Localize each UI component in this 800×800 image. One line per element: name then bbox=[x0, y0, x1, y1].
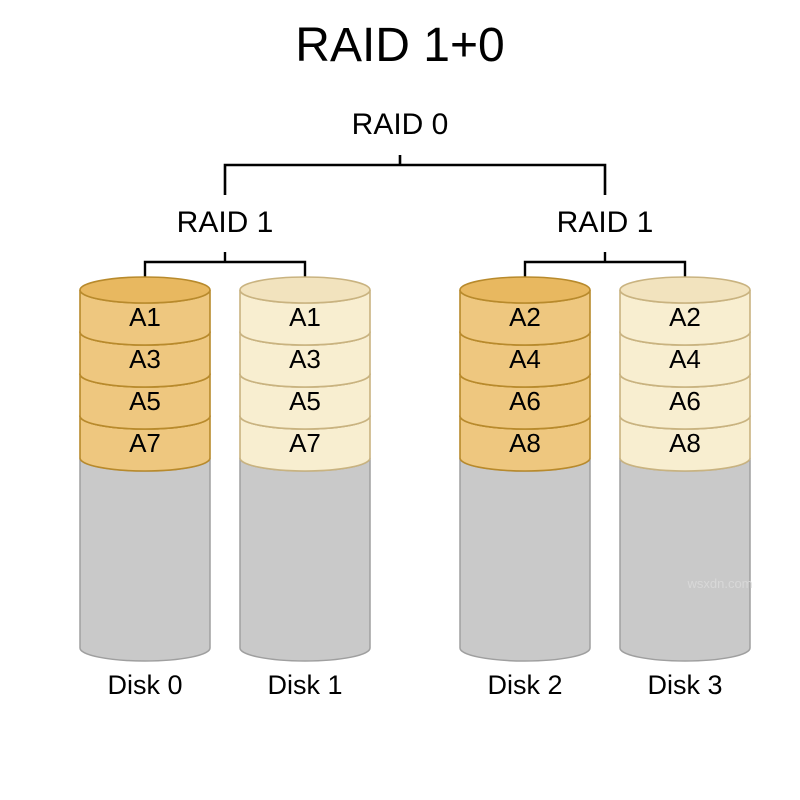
disk-name: Disk 0 bbox=[107, 670, 182, 701]
disk-block-top bbox=[620, 277, 750, 303]
disk-name: Disk 1 bbox=[267, 670, 342, 701]
block-label: A7 bbox=[129, 428, 161, 459]
block-label: A8 bbox=[509, 428, 541, 459]
raid1-label: RAID 1 bbox=[177, 206, 274, 240]
raid0-label: RAID 0 bbox=[352, 108, 449, 142]
block-label: A2 bbox=[509, 302, 541, 333]
block-label: A4 bbox=[509, 344, 541, 375]
disk-block-top bbox=[460, 277, 590, 303]
diagram-title: RAID 1+0 bbox=[295, 18, 504, 73]
disk-body bbox=[620, 458, 750, 661]
disk-body bbox=[80, 458, 210, 661]
raid0-bracket bbox=[225, 155, 605, 195]
watermark: wsxdn.com bbox=[687, 576, 752, 591]
block-label: A1 bbox=[129, 302, 161, 333]
disk-name: Disk 2 bbox=[487, 670, 562, 701]
block-label: A6 bbox=[509, 386, 541, 417]
block-label: A6 bbox=[669, 386, 701, 417]
disk-block-top bbox=[80, 277, 210, 303]
disk-block-top bbox=[240, 277, 370, 303]
disk-body bbox=[460, 458, 590, 661]
block-label: A4 bbox=[669, 344, 701, 375]
block-label: A2 bbox=[669, 302, 701, 333]
block-label: A5 bbox=[289, 386, 321, 417]
disk-name: Disk 3 bbox=[647, 670, 722, 701]
block-label: A3 bbox=[129, 344, 161, 375]
block-label: A7 bbox=[289, 428, 321, 459]
block-label: A8 bbox=[669, 428, 701, 459]
disk-body bbox=[240, 458, 370, 661]
raid1-label: RAID 1 bbox=[557, 206, 654, 240]
block-label: A3 bbox=[289, 344, 321, 375]
block-label: A5 bbox=[129, 386, 161, 417]
block-label: A1 bbox=[289, 302, 321, 333]
